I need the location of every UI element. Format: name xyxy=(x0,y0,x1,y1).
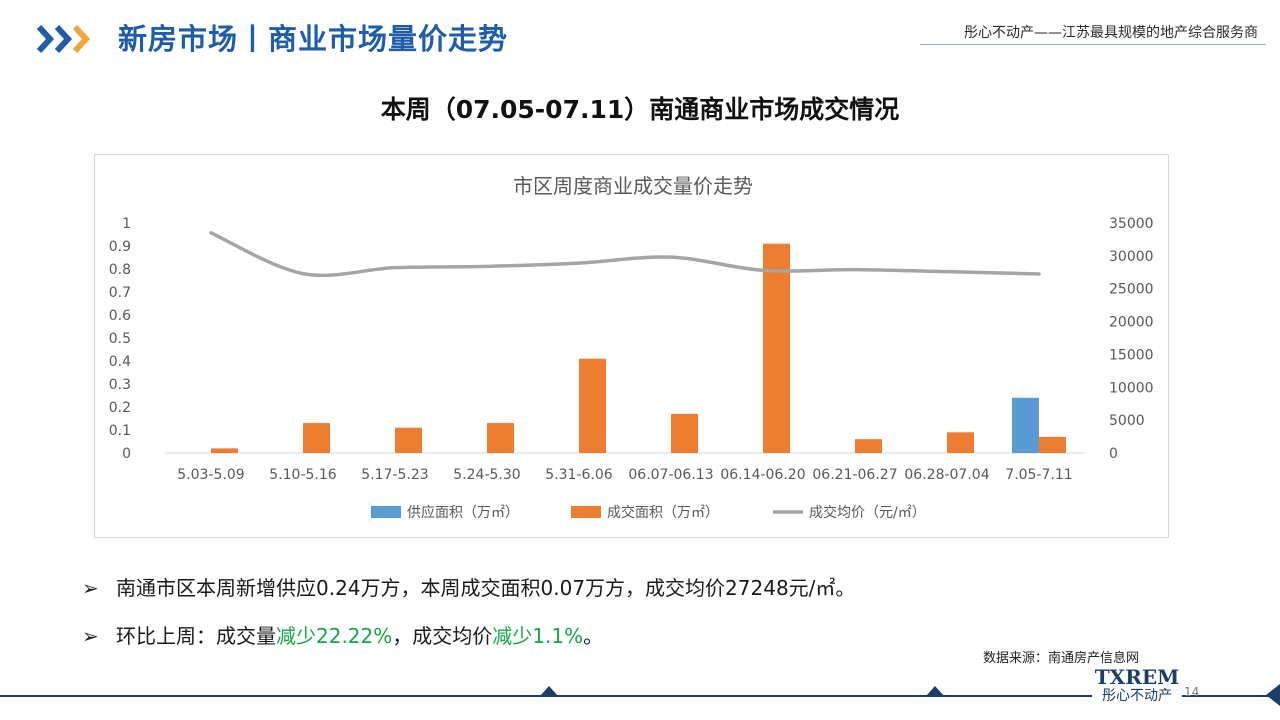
page-headline: 本周（07.05-07.11）南通商业市场成交情况 xyxy=(380,95,900,124)
y-left-tick-label: 0.8 xyxy=(109,262,131,278)
y-left-tick-label: 0.6 xyxy=(109,308,131,324)
highlight-text: 减少22.22% xyxy=(276,624,393,648)
deal-bar xyxy=(579,358,606,453)
y-left-tick-label: 0.3 xyxy=(109,377,131,393)
y-left-tick-label: 0.7 xyxy=(109,285,131,301)
y-left-tick-label: 1 xyxy=(122,216,131,232)
deal-bar xyxy=(395,427,422,453)
x-tick-label: 06.28-07.04 xyxy=(904,467,989,483)
deal-bar xyxy=(211,448,238,453)
y-right-tick-label: 0 xyxy=(1109,446,1118,462)
logo-wordmark: TXREM xyxy=(1094,665,1180,689)
bullet-item: ➢ 环比上周：成交量减少22.22%，成交均价减少1.1%。 xyxy=(82,620,603,649)
footer-logo: TXREM 彤心不动产 xyxy=(1092,666,1182,704)
y-right-tick-label: 10000 xyxy=(1109,380,1154,396)
legend-label: 供应面积（万㎡） xyxy=(407,504,519,521)
bullet-arrow-icon: ➢ xyxy=(82,576,99,600)
legend-label: 成交面积（万㎡） xyxy=(607,504,719,521)
footer-triangle-marker xyxy=(926,686,944,696)
y-right-tick-label: 5000 xyxy=(1109,413,1145,429)
x-tick-label: 7.05-7.11 xyxy=(1005,467,1072,483)
deal-bar xyxy=(763,243,790,453)
x-tick-label: 06.07-06.13 xyxy=(628,467,713,483)
chart-title: 市区周度商业成交量价走势 xyxy=(513,174,753,198)
chevron-arrows-icon xyxy=(36,24,91,54)
deal-bar xyxy=(947,432,974,453)
footer-rule xyxy=(0,695,1280,697)
y-left-tick-label: 0.5 xyxy=(109,331,131,347)
page-number: 14 xyxy=(1184,685,1200,699)
combo-chart: 市区周度商业成交量价走势 0 0.1 0.2 0.3 0.4 0.5 0.6 0.7 0.8 0.9… xyxy=(109,174,1154,521)
deal-bar xyxy=(487,423,514,453)
legend-swatch xyxy=(571,506,601,518)
x-tick-label: 06.14-06.20 xyxy=(720,467,805,483)
x-tick-label: 06.21-06.27 xyxy=(812,467,897,483)
deal-bar xyxy=(1039,436,1066,453)
y-right-tick-label: 35000 xyxy=(1109,216,1154,232)
section-title: 新房市场丨商业市场量价走势 xyxy=(118,22,509,56)
corner-arrow-icon xyxy=(1266,684,1280,706)
y-right-tick-label: 25000 xyxy=(1109,282,1154,298)
bullet-arrow-icon: ➢ xyxy=(82,624,99,648)
bullet-text: 。 xyxy=(583,624,604,648)
company-tagline: 彤心不动产——江苏最具规模的地产综合服务商 xyxy=(964,25,1258,41)
y-left-tick-label: 0.2 xyxy=(109,400,131,416)
y-left-tick-label: 0 xyxy=(122,446,131,462)
bullet-text: 环比上周：成交量 xyxy=(116,624,276,648)
y-left-tick-label: 0.1 xyxy=(109,423,131,439)
deal-bar xyxy=(855,439,882,453)
data-source-note: 数据来源：南通房产信息网 xyxy=(982,651,1139,666)
deal-bar xyxy=(671,413,698,453)
x-tick-label: 5.24-5.30 xyxy=(453,467,520,483)
deal-bar xyxy=(303,423,330,453)
highlight-text: 减少1.1% xyxy=(492,624,584,648)
footer-triangle-marker xyxy=(540,686,558,696)
legend-label: 成交均价（元/㎡） xyxy=(809,504,926,521)
y-right-tick-label: 30000 xyxy=(1109,249,1154,265)
x-tick-label: 5.31-6.06 xyxy=(545,467,612,483)
legend-swatch xyxy=(371,506,401,518)
y-right-tick-label: 20000 xyxy=(1109,315,1154,331)
avg-price-line xyxy=(209,231,1041,278)
y-left-tick-label: 0.9 xyxy=(109,239,131,255)
x-tick-label: 5.10-5.16 xyxy=(269,467,336,483)
bullet-text: 南通市区本周新增供应0.24万方，本周成交面积0.07万方，成交均价27248元… xyxy=(116,576,856,600)
y-right-tick-label: 15000 xyxy=(1109,347,1154,363)
x-tick-label: 5.17-5.23 xyxy=(361,467,428,483)
chart-frame: 市区周度商业成交量价走势 0 0.1 0.2 0.3 0.4 0.5 0.6 0.7 0.8 0.9… xyxy=(94,154,1169,538)
logo-subtitle: 彤心不动产 xyxy=(1102,688,1172,704)
supply-bar xyxy=(1012,397,1039,453)
x-tick-label: 5.03-5.09 xyxy=(177,467,244,483)
y-left-tick-label: 0.4 xyxy=(109,354,131,370)
tagline-divider xyxy=(920,44,1266,45)
bullet-item: ➢ 南通市区本周新增供应0.24万方，本周成交面积0.07万方，成交均价27248… xyxy=(82,572,855,601)
bullet-text: ，成交均价 xyxy=(392,624,493,648)
